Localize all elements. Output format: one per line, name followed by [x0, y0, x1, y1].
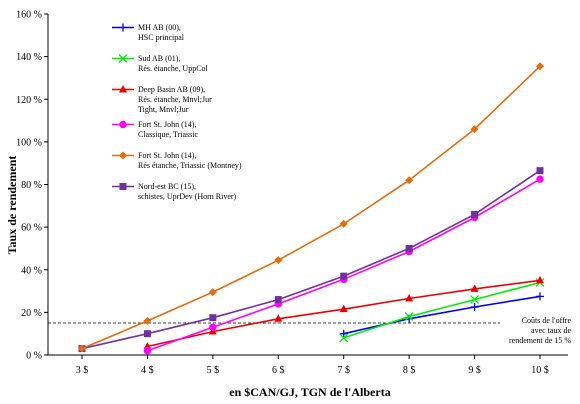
data-point [404, 312, 414, 322]
legend-item: MH AB (00),HSC principal [112, 23, 185, 42]
x-tick-label: 7 $ [337, 365, 350, 376]
legend-item: Nord-est BC (15),schistes, UprDev (Horn … [112, 182, 237, 201]
y-tick-label: 0 % [26, 351, 42, 362]
data-point [274, 314, 283, 322]
data-point [536, 275, 544, 284]
data-point [274, 296, 282, 304]
x-tick-label: 10 $ [531, 365, 549, 376]
legend-label: Nord-est BC (15), [138, 182, 196, 191]
legend-item: Deep Basin AB (09),Rés. étanche, Mnvl;Ju… [112, 85, 212, 114]
series [339, 278, 545, 343]
legend-label: Sud AB (01), [138, 54, 180, 63]
legend-label: Rés. étanche, UppCol [138, 64, 209, 73]
chart-axes: 0 % 20 % 40 % 60 % 80 % 100 % 120 % 140 % 160 % 3… [16, 10, 568, 376]
legend-label: Rés. étanche, Mnvl;Jur [138, 95, 212, 104]
data-point [405, 244, 413, 252]
data-point [339, 329, 348, 338]
data-point [209, 314, 217, 322]
y-tick-label: 120 % [16, 95, 42, 106]
x-tick-label: 5 $ [207, 365, 220, 376]
series [143, 175, 544, 355]
series-line [147, 178, 541, 352]
data-point [143, 347, 152, 355]
data-point [536, 62, 544, 71]
legend-label: Fort St. John (14), [138, 151, 196, 160]
y-tick-label: 60 % [21, 223, 42, 234]
data-point [208, 288, 217, 297]
y-tick-label: 40 % [21, 265, 42, 276]
data-point [143, 341, 152, 350]
data-point [143, 316, 152, 325]
series-group [78, 62, 545, 355]
legend-label: Rés étanche, Triassic (Montney) [138, 161, 242, 170]
data-point [470, 125, 479, 134]
data-point [470, 303, 479, 312]
data-point [339, 333, 349, 343]
data-point [119, 120, 127, 129]
data-point [118, 54, 128, 63]
legend-item: Fort St. John (14),Rés étanche, Triassic… [112, 151, 242, 170]
data-point [536, 292, 544, 301]
series-line [343, 295, 541, 335]
reference-line-label: Coûts de l'offre [522, 316, 572, 325]
data-point [470, 284, 479, 292]
y-tick-label: 100 % [16, 137, 42, 148]
reference-line-label: rendement de 15 % [509, 336, 571, 345]
data-point [274, 256, 283, 265]
legend-label: Classique, Triassic [138, 130, 198, 139]
data-point [536, 175, 544, 183]
y-axis-title: Taux de rendement [5, 156, 19, 255]
data-point [471, 210, 479, 218]
legend-label: MH AB (00), [138, 23, 181, 32]
y-tick-label: 140 % [16, 52, 42, 63]
data-point [119, 85, 127, 93]
series [339, 292, 544, 338]
legend-label: schistes, UprDev (Horn River) [138, 192, 237, 201]
series-line [81, 65, 541, 350]
data-point [78, 344, 86, 353]
data-point [536, 167, 544, 175]
y-tick-label: 160 % [16, 10, 42, 21]
x-tick-label: 9 $ [468, 365, 481, 376]
legend-item: Fort St. John (14),Classique, Triassic [112, 120, 198, 139]
x-axis-title: en $CAN/GJ, TGN de l'Alberta [229, 385, 390, 399]
x-tick-label: 3 $ [76, 365, 89, 376]
legend-label: Tight, Mnvl;Jur [138, 105, 189, 114]
data-point [209, 323, 217, 331]
x-tick-label: 6 $ [272, 365, 285, 376]
data-point [119, 151, 127, 160]
data-point [339, 304, 348, 313]
y-tick-label: 20 % [21, 308, 42, 319]
data-point [405, 294, 414, 302]
legend-label: Deep Basin AB (09), [138, 85, 205, 94]
series-line [343, 281, 541, 339]
legend-label: HSC principal [138, 33, 185, 42]
data-point [143, 330, 151, 338]
legend-item: Sud AB (01),Rés. étanche, UppCol [112, 54, 209, 73]
data-point [405, 176, 414, 185]
reference-line-label: avec taux de [531, 326, 571, 335]
data-point [470, 295, 480, 305]
data-point [340, 272, 348, 280]
legend-label: Fort St. John (14), [138, 120, 196, 129]
series [78, 62, 544, 353]
x-tick-label: 8 $ [403, 365, 416, 376]
x-tick-label: 4 $ [141, 365, 154, 376]
data-point [119, 23, 127, 32]
data-point [119, 183, 127, 190]
data-point [339, 219, 348, 228]
series-line [81, 169, 541, 350]
y-tick-label: 80 % [21, 180, 42, 191]
